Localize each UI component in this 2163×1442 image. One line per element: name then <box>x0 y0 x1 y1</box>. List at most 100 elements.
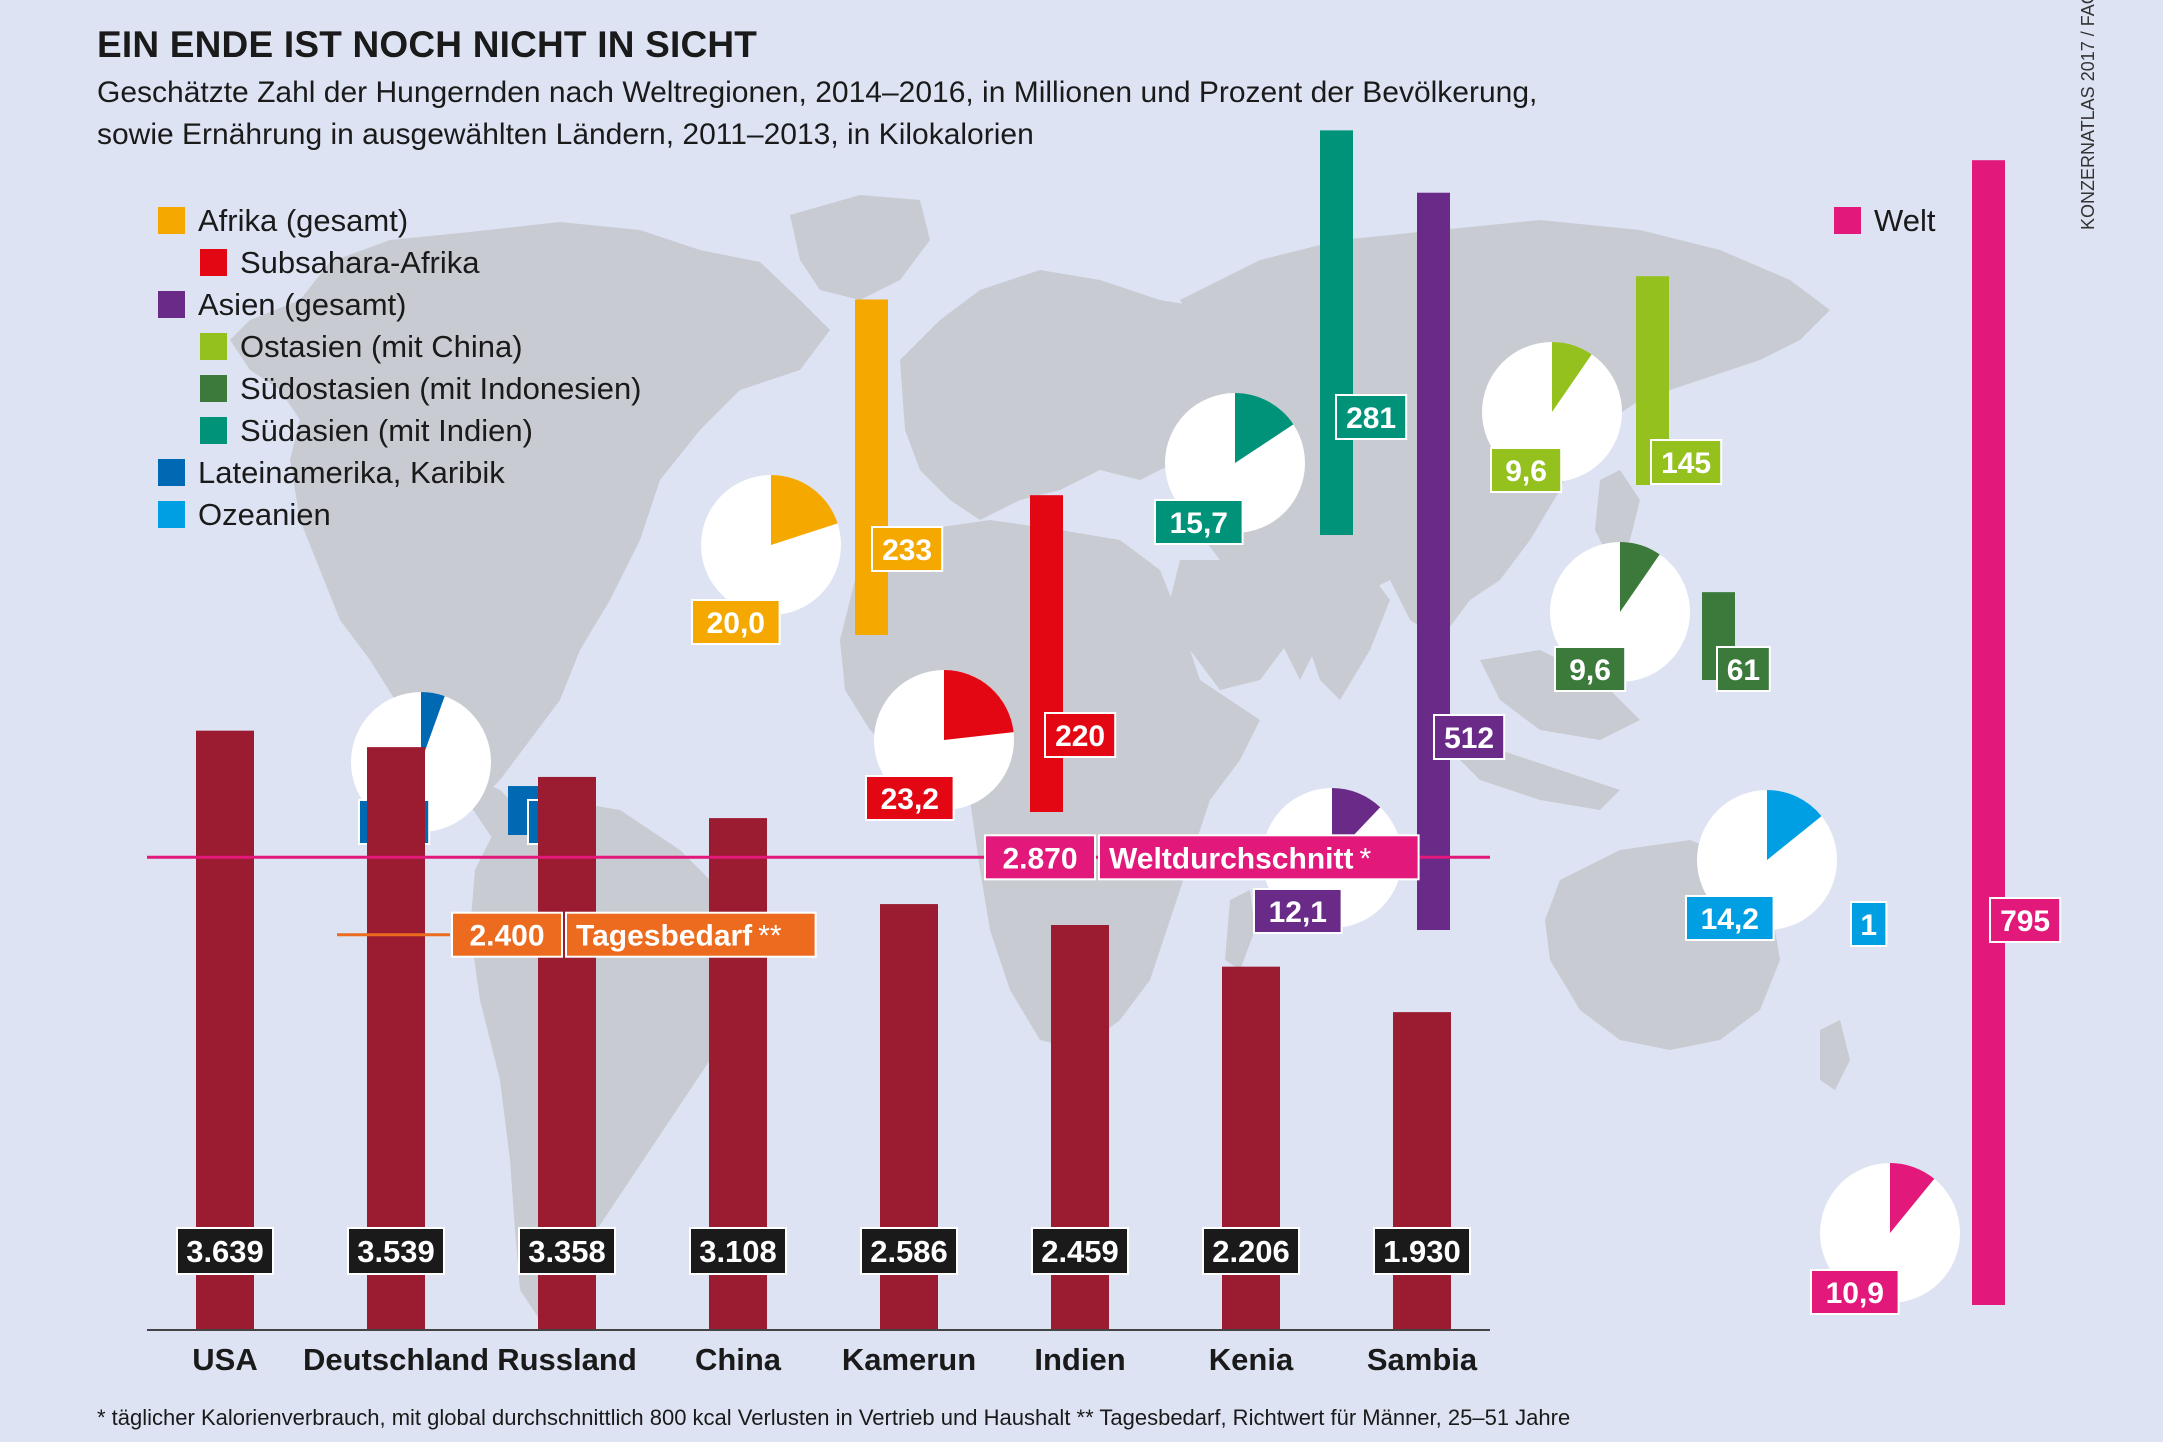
kcal-value-text: 2.206 <box>1212 1234 1290 1269</box>
region-millions-label-text: 61 <box>1727 654 1760 687</box>
kcal-value-label: 3.358 <box>518 1227 616 1275</box>
source-credit: KONZERNATLAS 2017 / FAO <box>2078 0 2098 230</box>
region-millions-label-text: 233 <box>882 534 932 567</box>
legend-item: Subsahara-Afrika <box>158 242 642 284</box>
region-millions-label-box <box>1716 646 1771 692</box>
legend-item: Asien (gesamt) <box>158 284 642 326</box>
region-pie-slice <box>1890 1163 1935 1233</box>
ref-label-weltdurchschnitt-label-box <box>1098 834 1420 881</box>
region-millions-label: 220 <box>1044 712 1117 758</box>
kcal-value-box <box>1031 1227 1129 1275</box>
region-millions-label-box <box>1335 394 1408 440</box>
region-millions-label: 1 <box>1850 901 1888 947</box>
ref-label-weltdurchschnitt-mark: * <box>1359 842 1371 875</box>
kcal-value-text: 3.639 <box>186 1234 264 1269</box>
kcal-bar <box>1222 966 1280 1330</box>
ref-label-weltdurchschnitt-label: Weltdurchschnitt * <box>1109 842 1371 875</box>
region-percent-label-text: 12,1 <box>1269 896 1327 929</box>
legend-label: Lateinamerika, Karibik <box>198 455 505 490</box>
legend-item: Südostasien (mit Indonesien) <box>158 368 642 410</box>
region-millions-label-text: 795 <box>2000 905 2050 938</box>
map-europe <box>900 270 1250 520</box>
footnote: * täglicher Kalorienverbrauch, mit globa… <box>97 1405 1571 1430</box>
region-millions-label-text: 145 <box>1661 447 1711 480</box>
region-percent-label: 23,2 <box>865 775 955 821</box>
region-percent-label: 10,9 <box>1810 1269 1900 1315</box>
region-millions-label-box <box>1433 714 1506 760</box>
legend-swatch <box>200 417 227 444</box>
region-percent-label: 9,6 <box>1490 447 1563 493</box>
region-millions-label-text: 220 <box>1055 720 1105 753</box>
region-percent-label-box <box>1253 888 1343 934</box>
legend-swatch <box>200 333 227 360</box>
region-pie-slice <box>1235 393 1294 463</box>
legend-label: Subsahara-Afrika <box>240 245 480 280</box>
ref-label-tagesbedarf-value-box <box>451 911 563 958</box>
legend-swatch <box>158 459 185 486</box>
region-millions-label: 512 <box>1433 714 1506 760</box>
kcal-category-label: Indien <box>1034 1342 1125 1377</box>
region-percent-label-box <box>865 775 955 821</box>
region-millions-label-text: 512 <box>1444 722 1494 755</box>
subtitle-line-2: sowie Ernährung in ausgewählten Ländern,… <box>97 118 1034 151</box>
ref-label-tagesbedarf-label-box <box>565 911 817 958</box>
region-bar <box>1030 495 1063 812</box>
kcal-value-text: 2.586 <box>870 1234 948 1269</box>
region-percent-label: 15,7 <box>1154 499 1244 545</box>
kcal-value-box <box>689 1227 787 1275</box>
region-pie-slice <box>421 691 445 762</box>
map-india <box>1300 560 1390 700</box>
legend-label: Ostasien (mit China) <box>240 329 523 364</box>
kcal-bar <box>1393 1012 1451 1330</box>
region-percent-label: 9,6 <box>1554 646 1627 692</box>
kcal-value-text: 3.358 <box>528 1234 606 1269</box>
kcal-category-label: Deutschland <box>303 1342 489 1377</box>
map-southeast-asia <box>1480 650 1640 740</box>
subtitle-line-1: Geschätzte Zahl der Hungernden nach Welt… <box>97 76 1538 109</box>
legend-label: Afrika (gesamt) <box>198 203 409 238</box>
kcal-value-label: 1.930 <box>1373 1227 1471 1275</box>
legend-swatch-welt <box>1834 207 1861 234</box>
kcal-value-label: 2.586 <box>860 1227 958 1275</box>
kcal-value-box <box>1202 1227 1300 1275</box>
legend-label-welt: Welt <box>1874 203 1936 238</box>
region-bar <box>1972 160 2005 1306</box>
ref-label-tagesbedarf: 2.400 Tagesbedarf ** <box>451 911 817 958</box>
legend: Afrika (gesamt) Subsahara-Afrika Asien (ge… <box>158 200 642 536</box>
region-millions-label-box <box>1850 901 1888 947</box>
legend-swatch <box>158 207 185 234</box>
region-pie-slice <box>944 669 1014 740</box>
legend-welt: Welt <box>1834 200 1935 242</box>
region-percent-label-text: 9,6 <box>1569 654 1611 687</box>
legend-swatch <box>158 501 185 528</box>
region-pie-slice <box>771 474 838 545</box>
region-millions-label-box <box>1989 897 2062 943</box>
kcal-category-label: Russland <box>497 1342 637 1377</box>
region-percent-label-box <box>691 599 781 645</box>
calorie-chart: 2.870 Weltdurchschnitt * 2.400 Tagesbedarf **… <box>147 730 1490 1377</box>
region-millions-label: 281 <box>1335 394 1408 440</box>
region-millions-label-box <box>1044 712 1117 758</box>
legend-label: Südostasien (mit Indonesien) <box>240 371 642 406</box>
kcal-value-text: 1.930 <box>1383 1234 1461 1269</box>
legend-item: Ostasien (mit China) <box>158 326 642 368</box>
region-millions-label-box <box>871 526 944 572</box>
region-millions-label: 233 <box>871 526 944 572</box>
region-percent-label-text: 15,7 <box>1170 507 1228 540</box>
ref-label-tagesbedarf-mark: ** <box>758 920 782 953</box>
kcal-value-label: 2.206 <box>1202 1227 1300 1275</box>
region-pie-slice <box>1552 342 1592 412</box>
chart-subtitle: Geschätzte Zahl der Hungernden nach Welt… <box>97 72 1697 156</box>
map-greenland <box>790 195 930 300</box>
legend-label: Asien (gesamt) <box>198 287 407 322</box>
legend-item: Ozeanien <box>158 494 642 536</box>
region-bar <box>1417 192 1450 931</box>
kcal-value-box <box>347 1227 445 1275</box>
region-millions-label: 145 <box>1650 439 1723 485</box>
region-percent-label-box <box>1554 646 1627 692</box>
legend-swatch <box>158 291 185 318</box>
region-percent-label-box <box>1154 499 1244 545</box>
map-arabia <box>1170 560 1290 690</box>
legend-swatch <box>200 249 227 276</box>
